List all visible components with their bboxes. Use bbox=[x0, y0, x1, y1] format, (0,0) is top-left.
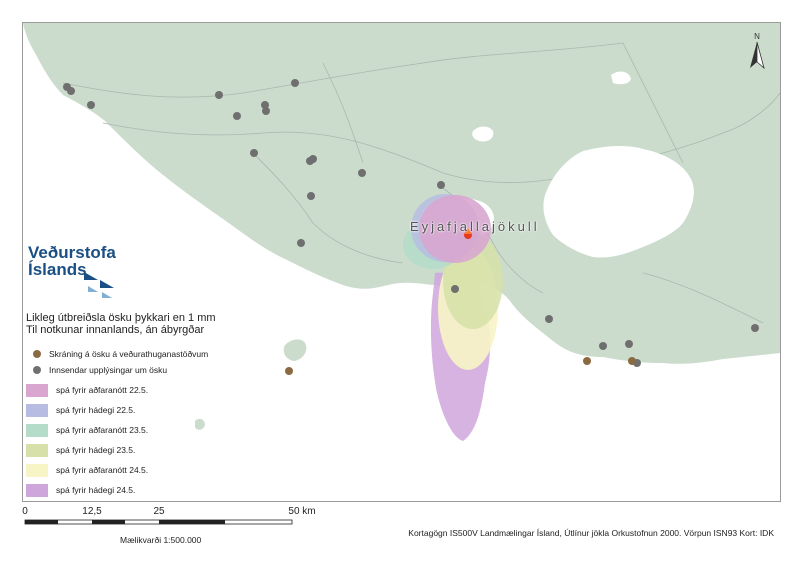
volcano-label: Eyjafjallajökull bbox=[410, 219, 540, 234]
legend-swatch bbox=[26, 463, 48, 477]
logo-line2: Íslands bbox=[28, 260, 87, 279]
legend-item: spá fyrir hádegi 23.5. bbox=[26, 442, 135, 458]
island bbox=[195, 418, 205, 430]
legend-swatch bbox=[26, 423, 48, 437]
legend-swatch bbox=[26, 483, 48, 497]
island bbox=[283, 339, 307, 361]
legend-swatch bbox=[26, 443, 48, 457]
legend-item: Skráning á ösku á veðurathuganastöðvum bbox=[26, 346, 208, 362]
land-mass bbox=[23, 23, 780, 364]
map-frame: Eyjafjallajökull bbox=[22, 22, 781, 502]
legend-title-line2: Til notkunar innanlands, án ábyrgðar bbox=[26, 324, 205, 336]
legend: Likleg útbreiðsla ösku þykkari en 1 mm T… bbox=[26, 312, 286, 497]
legend-dot-icon bbox=[33, 366, 41, 374]
legend-item: spá fyrir aðfaranótt 24.5. bbox=[26, 462, 148, 478]
legend-title-line1: Likleg útbreiðsla ösku þykkari en 1 mm bbox=[26, 312, 216, 324]
legend-item: spá fyrir aðfaranótt 23.5. bbox=[26, 422, 148, 438]
legend-item: Innsendar upplýsingar um ösku bbox=[26, 362, 167, 378]
legend-item: spá fyrir aðfaranótt 22.5. bbox=[26, 382, 148, 398]
legend-item-label: spá fyrir hádegi 24.5. bbox=[56, 485, 136, 495]
logo-mark-icon bbox=[84, 272, 114, 298]
logo-line1: Veðurstofa bbox=[28, 243, 116, 262]
north-arrow: N bbox=[745, 30, 769, 77]
north-label: N bbox=[754, 32, 760, 41]
vedurstofa-logo: Veðurstofa Íslands bbox=[28, 243, 116, 298]
ash-forecast-adfaranott-22 bbox=[419, 195, 491, 263]
map-credits: Kortagögn IS500V Landmælingar Ísland, Út… bbox=[408, 528, 774, 538]
legend-item-label: spá fyrir aðfaranótt 22.5. bbox=[56, 385, 149, 395]
scale-bar: 0 12,5 25 50 km bbox=[22, 506, 322, 546]
glacier-myrdalsjokull bbox=[543, 145, 694, 258]
scale-tick: 25 bbox=[153, 506, 165, 517]
volcano-icon bbox=[464, 228, 472, 239]
ash-reports-stations bbox=[285, 357, 636, 375]
scale-tick: 0 bbox=[22, 506, 28, 517]
scale-tick: 50 km bbox=[288, 506, 316, 517]
legend-swatch bbox=[26, 403, 48, 417]
glacier-small bbox=[611, 71, 631, 85]
map-canvas bbox=[23, 23, 780, 441]
legend-item-label: spá fyrir hádegi 22.5. bbox=[56, 405, 136, 415]
ash-reports-submitted bbox=[63, 79, 759, 367]
legend-item-label: Skráning á ösku á veðurathuganastöðvum bbox=[49, 349, 209, 359]
ash-forecasts bbox=[403, 194, 503, 441]
legend-item-label: Innsendar upplýsingar um ösku bbox=[49, 365, 168, 375]
scale-bar-graphic bbox=[24, 519, 293, 525]
legend-item-label: spá fyrir hádegi 23.5. bbox=[56, 445, 136, 455]
legend-dot-icon bbox=[33, 350, 41, 358]
legend-item: spá fyrir hádegi 24.5. bbox=[26, 482, 135, 498]
legend-swatch bbox=[26, 383, 48, 397]
scale-tick: 12,5 bbox=[82, 506, 102, 517]
glacier-small bbox=[472, 126, 494, 142]
legend-item-label: spá fyrir aðfaranótt 24.5. bbox=[56, 465, 149, 475]
legend-item: spá fyrir hádegi 22.5. bbox=[26, 402, 135, 418]
scale-caption: Mælikvarði 1:500.000 bbox=[120, 535, 202, 545]
legend-item-label: spá fyrir aðfaranótt 23.5. bbox=[56, 425, 149, 435]
